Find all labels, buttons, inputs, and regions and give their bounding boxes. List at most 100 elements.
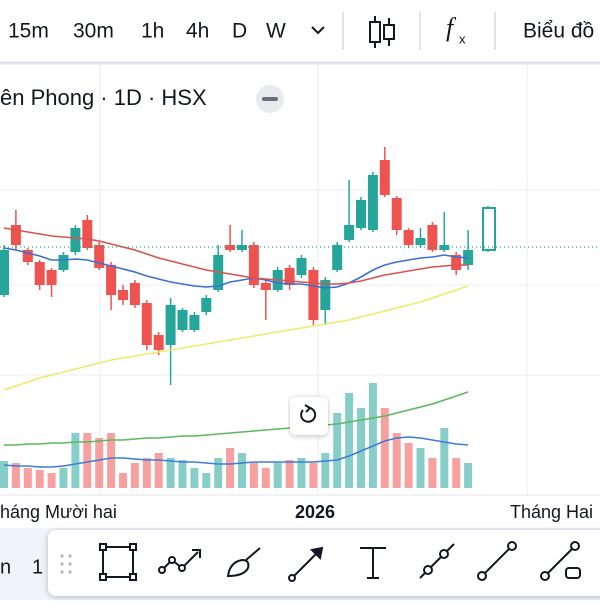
moving-average-line <box>3 247 469 289</box>
candle-body <box>260 283 271 290</box>
x-label: háng Mười hai <box>0 502 117 522</box>
svg-text:f: f <box>446 13 457 42</box>
interval-button[interactable]: 30m <box>73 20 114 43</box>
bottom-text: n <box>0 556 11 578</box>
svg-text:x: x <box>459 31 466 46</box>
candle-body <box>356 200 366 228</box>
arrow-tool[interactable] <box>288 546 324 582</box>
moving-average-line <box>3 227 469 285</box>
volume-bar <box>333 413 342 488</box>
candle-body <box>70 228 81 252</box>
candle-body <box>225 245 236 250</box>
volume-bar <box>11 463 20 488</box>
indicators-button[interactable]: f x <box>446 13 466 46</box>
volume-bar <box>154 453 163 488</box>
volume-bar <box>35 470 44 488</box>
candle-body <box>201 298 212 312</box>
volume-bar <box>130 463 139 488</box>
volume-bar <box>309 463 318 488</box>
volume-bar <box>214 458 223 488</box>
volume-bar <box>464 463 473 488</box>
interval-button[interactable]: 1h <box>141 20 164 43</box>
rectangle-tool[interactable] <box>99 543 137 581</box>
candle-body <box>482 207 496 251</box>
ray-tool[interactable] <box>419 543 455 579</box>
drag-handle[interactable] <box>60 554 72 574</box>
candle-body <box>177 310 188 330</box>
candle-body <box>427 225 438 250</box>
candle-body <box>332 245 343 270</box>
volume-bar <box>249 463 258 488</box>
drawing-toolbar <box>48 530 600 596</box>
path-tool[interactable] <box>158 549 201 574</box>
volume-bar <box>285 460 294 488</box>
candle-body <box>379 160 390 195</box>
candle-body <box>153 335 164 350</box>
candle-body <box>451 255 462 270</box>
volume-bar <box>357 408 365 488</box>
volume-bar <box>297 458 306 488</box>
candle-body <box>415 238 426 245</box>
candle-body <box>129 283 140 305</box>
interval-button[interactable]: W <box>266 20 286 43</box>
candle-body <box>308 270 319 320</box>
volume-bar <box>0 461 8 488</box>
volume-bar <box>273 463 282 488</box>
text-tool[interactable] <box>360 547 386 579</box>
candle-body <box>284 268 295 285</box>
interval-button[interactable]: 4h <box>186 20 209 43</box>
measure-tool[interactable] <box>540 541 581 581</box>
candle-body <box>106 265 117 295</box>
bottom-text: 1 <box>32 556 43 578</box>
candle-body <box>82 220 93 248</box>
trend-line-tool[interactable] <box>477 541 517 581</box>
brush-tool[interactable] <box>226 547 261 578</box>
candle-body <box>189 315 200 330</box>
x-label: Tháng Hai <box>510 502 593 522</box>
candle-body <box>344 225 355 240</box>
candle-body <box>34 262 45 285</box>
candle-body <box>58 255 69 270</box>
more-intervals[interactable] <box>311 26 325 35</box>
chart-area <box>0 63 600 495</box>
volume-bar <box>83 433 92 488</box>
x-label: 2026 <box>295 502 335 522</box>
candle-body <box>237 245 247 250</box>
volume-bar <box>440 428 449 488</box>
candle-body <box>94 245 105 268</box>
moving-average-line <box>4 391 469 446</box>
volume-bar <box>119 473 127 488</box>
candles-button[interactable] <box>369 16 395 48</box>
volume-bar <box>345 393 354 488</box>
volume-bar <box>261 468 270 488</box>
volume-bar <box>368 383 377 488</box>
reset-button[interactable] <box>290 397 328 435</box>
symbol-title: ên Phong · 1D · HSX <box>0 85 207 110</box>
candle-body <box>141 303 152 345</box>
interval-button[interactable]: 15m <box>8 20 49 43</box>
volume-bar <box>178 460 187 488</box>
candle-body <box>22 250 33 262</box>
volume-bar <box>238 453 246 488</box>
volume-bar <box>23 468 32 488</box>
volume-bar <box>392 433 401 488</box>
moving-average-line <box>3 436 469 468</box>
volume-bar <box>95 438 104 488</box>
volume-bar <box>107 433 116 488</box>
moving-average-line <box>3 285 469 391</box>
candle-body <box>118 290 128 300</box>
candle-body <box>0 250 9 295</box>
candle-body <box>391 198 402 230</box>
volume-bar <box>47 473 56 488</box>
volume-bar <box>428 458 437 488</box>
volume-bar <box>380 408 389 488</box>
candle-body <box>403 230 414 245</box>
candle-body <box>10 225 21 245</box>
candle-body <box>46 270 57 285</box>
interval-button[interactable]: D <box>232 20 247 43</box>
volume-bar <box>142 458 151 488</box>
candle-body <box>296 258 307 275</box>
collapse-icon <box>262 97 278 101</box>
chart-type-button[interactable]: Biểu đồ <box>523 20 594 43</box>
